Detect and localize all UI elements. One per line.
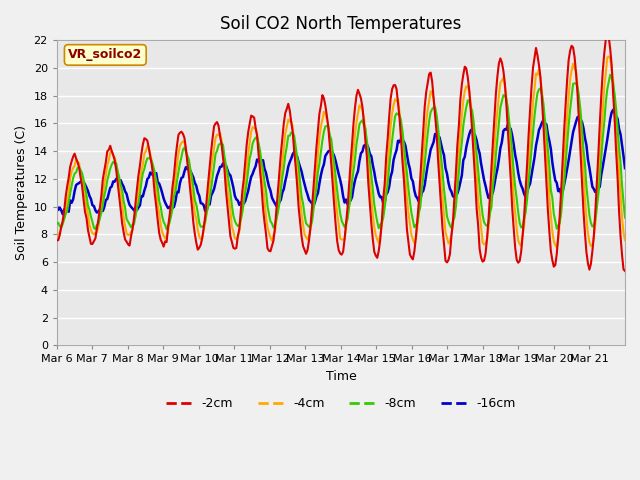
- X-axis label: Time: Time: [326, 370, 356, 383]
- Y-axis label: Soil Temperatures (C): Soil Temperatures (C): [15, 125, 28, 260]
- Text: VR_soilco2: VR_soilco2: [68, 48, 143, 61]
- Title: Soil CO2 North Temperatures: Soil CO2 North Temperatures: [220, 15, 461, 33]
- Legend: -2cm, -4cm, -8cm, -16cm: -2cm, -4cm, -8cm, -16cm: [161, 392, 520, 415]
